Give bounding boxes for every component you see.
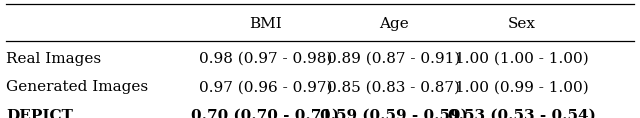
Text: 1.00 (1.00 - 1.00): 1.00 (1.00 - 1.00) [455, 52, 588, 66]
Text: Real Images: Real Images [6, 52, 102, 66]
Text: Generated Images: Generated Images [6, 80, 148, 94]
Text: 0.59 (0.59 - 0.59): 0.59 (0.59 - 0.59) [319, 109, 468, 118]
Text: 1.00 (0.99 - 1.00): 1.00 (0.99 - 1.00) [455, 80, 588, 94]
Text: 0.89 (0.87 - 0.91): 0.89 (0.87 - 0.91) [327, 52, 460, 66]
Text: 0.98 (0.97 - 0.98): 0.98 (0.97 - 0.98) [199, 52, 332, 66]
Text: 0.85 (0.83 - 0.87): 0.85 (0.83 - 0.87) [327, 80, 460, 94]
Text: 0.97 (0.96 - 0.97): 0.97 (0.96 - 0.97) [199, 80, 332, 94]
Text: BMI: BMI [249, 17, 282, 31]
Text: 0.70 (0.70 - 0.71): 0.70 (0.70 - 0.71) [191, 109, 340, 118]
Text: DEPICT: DEPICT [6, 109, 73, 118]
Text: 0.53 (0.53 - 0.54): 0.53 (0.53 - 0.54) [447, 109, 596, 118]
Text: Sex: Sex [508, 17, 536, 31]
Text: Age: Age [379, 17, 408, 31]
